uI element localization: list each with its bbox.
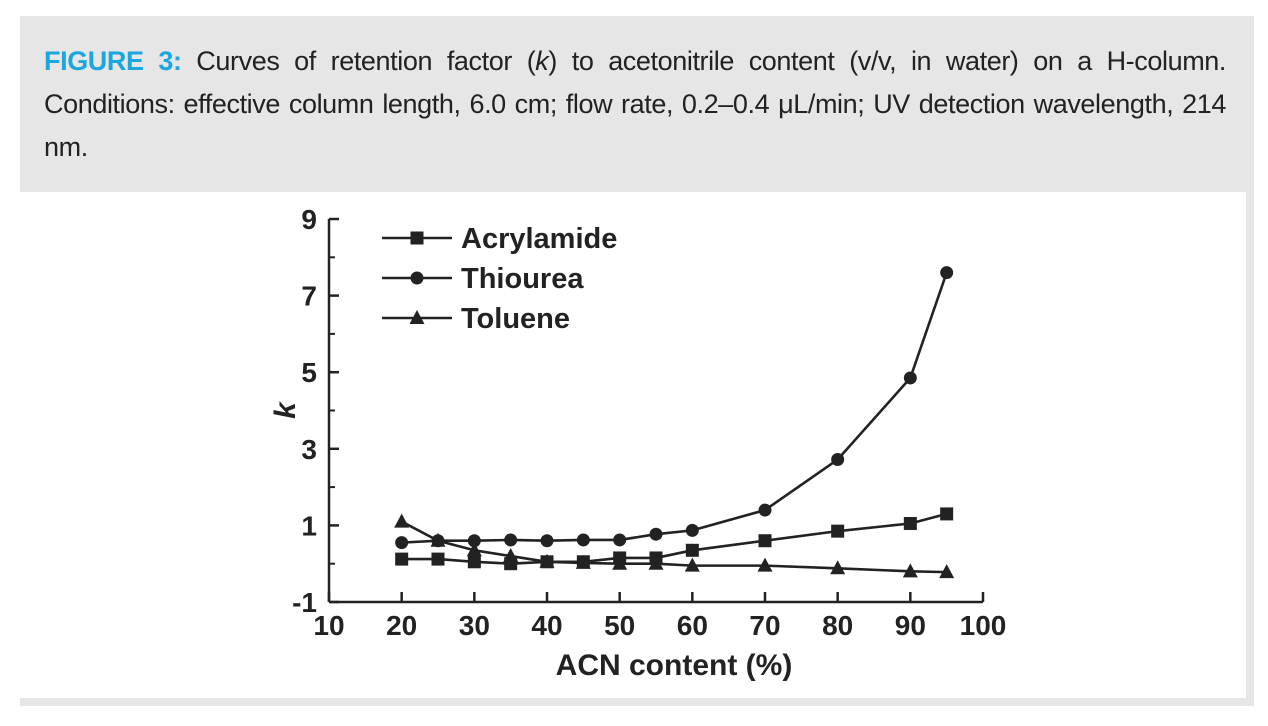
data-point-acrylamide: [467, 555, 481, 569]
x-tick-label: 20: [386, 610, 417, 641]
data-point-thiourea: [903, 371, 917, 385]
data-point-toluene: [902, 563, 918, 578]
legend-marker-toluene: [409, 310, 425, 324]
figure-label: FIGURE 3:: [44, 46, 182, 76]
legend-marker-acrylamide: [410, 231, 424, 245]
caption-text-start: Curves of retention factor (: [181, 46, 536, 76]
data-point-acrylamide: [903, 516, 917, 530]
caption-text-end: ) to acetonitrile content (v/v, in water…: [44, 46, 1227, 162]
data-point-toluene: [939, 564, 955, 579]
x-tick-label: 80: [822, 610, 853, 641]
data-point-toluene: [466, 542, 482, 557]
legend-marker-thiourea: [410, 271, 424, 285]
data-point-thiourea: [649, 527, 663, 541]
x-tick-label: 100: [960, 610, 1007, 641]
y-tick-label: 7: [301, 281, 317, 312]
data-point-toluene: [757, 557, 773, 572]
x-tick-label: 40: [531, 610, 562, 641]
legend-label-toluene: Toluene: [461, 303, 570, 335]
data-point-toluene: [394, 513, 410, 528]
data-point-acrylamide: [685, 543, 699, 557]
retention-factor-chart: -1 1 3 5 7 9 10 20 30 40 50 60 70 80 90 100 ACN content …: [269, 204, 1007, 682]
data-point-thiourea: [831, 453, 845, 467]
data-point-thiourea: [467, 534, 481, 548]
legend-label-thiourea: Thiourea: [461, 263, 584, 295]
y-axis-label: k: [269, 401, 302, 419]
data-point-thiourea: [613, 533, 627, 547]
data-point-toluene: [503, 548, 519, 563]
x-tick-label: 30: [459, 610, 490, 641]
data-point-acrylamide: [395, 552, 409, 566]
x-tick-label: 70: [749, 610, 780, 641]
x-tick-label: 10: [313, 610, 344, 641]
data-point-toluene: [575, 554, 591, 569]
x-tick-label: 90: [895, 610, 926, 641]
data-point-thiourea: [395, 536, 409, 550]
data-point-thiourea: [540, 534, 554, 548]
y-tick-label: 1: [301, 510, 317, 541]
data-point-toluene: [648, 555, 664, 570]
data-point-acrylamide: [831, 524, 845, 538]
data-point-thiourea: [685, 523, 699, 537]
data-point-toluene: [830, 560, 846, 575]
data-point-thiourea: [940, 266, 954, 280]
x-tick-label: 60: [677, 610, 708, 641]
data-point-acrylamide: [431, 552, 445, 566]
y-tick-label: 5: [301, 357, 317, 388]
series-line-acrylamide: [401, 512, 947, 566]
y-tick-label: 3: [301, 434, 317, 465]
data-point-toluene: [430, 532, 446, 547]
legend-label-acrylamide: Acrylamide: [461, 223, 617, 255]
caption-k-symbol: k: [535, 46, 549, 76]
data-point-acrylamide: [758, 534, 772, 548]
figure-frame: FIGURE 3: Curves of retention factor (k)…: [20, 16, 1254, 706]
y-tick-label: 9: [301, 204, 317, 235]
data-point-acrylamide: [940, 507, 954, 521]
data-point-thiourea: [576, 533, 590, 547]
data-point-thiourea: [758, 503, 772, 517]
y-tick-label: -1: [292, 587, 317, 618]
figure-caption: FIGURE 3: Curves of retention factor (k)…: [44, 40, 1226, 169]
data-point-toluene: [684, 557, 700, 572]
data-point-toluene: [612, 555, 628, 570]
data-point-thiourea: [504, 533, 518, 547]
data-point-toluene: [539, 553, 555, 568]
chart-panel: -1 1 3 5 7 9 10 20 30 40 50 60 70 80 90 100 ACN content …: [20, 192, 1246, 698]
x-axis-label: ACN content (%): [556, 649, 793, 682]
x-tick-label: 50: [604, 610, 635, 641]
